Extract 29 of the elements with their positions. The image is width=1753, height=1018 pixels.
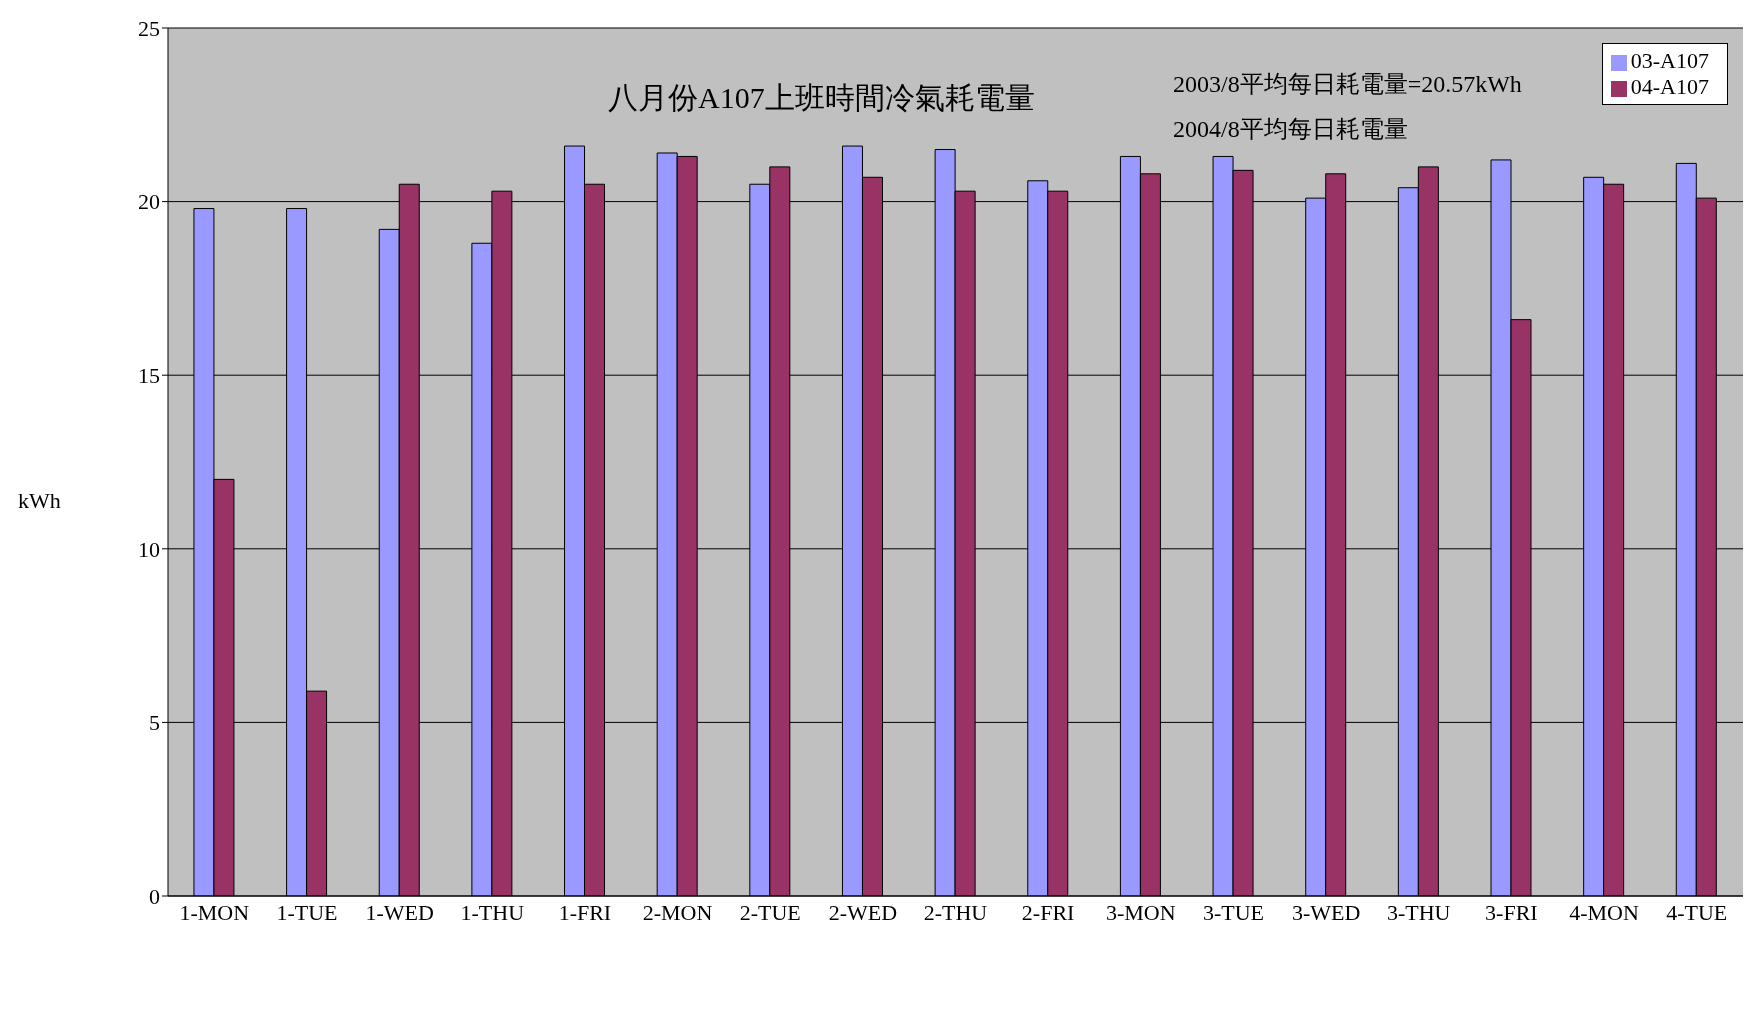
x-tick-label: 3-THU <box>1386 899 1451 925</box>
x-tick-label: 2-TUE <box>739 899 801 925</box>
x-tick-label: 1-TUE <box>276 899 338 925</box>
y-axis-title: kWh <box>18 488 61 514</box>
x-tick-label: 4-MON <box>1569 899 1639 925</box>
y-tick-label: 25 <box>138 15 160 41</box>
legend-label: 03-A107 <box>1630 48 1709 73</box>
y-tick-label: 15 <box>138 363 160 389</box>
annotation: 2003/8平均每日耗電量=20.57kWh <box>1173 70 1522 99</box>
x-tick-label: 3-TUE <box>1202 899 1264 925</box>
y-tick-label: 0 <box>149 883 160 909</box>
annotation: 2004/8平均每日耗電量 <box>1173 115 1408 144</box>
y-tick-label: 5 <box>149 710 160 736</box>
legend-label: 04-A107 <box>1630 74 1709 99</box>
x-tick-label: 2-FRI <box>1021 899 1075 925</box>
x-tick-label: 1-THU <box>460 899 525 925</box>
y-tick-label: 20 <box>138 189 160 215</box>
x-tick-label: 4-TUE <box>1666 899 1728 925</box>
x-tick-label: 1-WED <box>365 899 434 925</box>
y-tick-label: 10 <box>138 536 160 562</box>
x-tick-label: 1-FRI <box>558 899 612 925</box>
text: 八月份A107上班時間冷氣耗電量 <box>608 80 1035 116</box>
x-tick-label: 2-THU <box>923 899 988 925</box>
x-tick-label: 2-WED <box>828 899 898 925</box>
x-tick-label: 2-MON <box>642 899 713 925</box>
x-tick-label: 3-MON <box>1105 899 1176 925</box>
x-tick-label: 3-WED <box>1291 899 1361 925</box>
x-tick-label: 3-FRI <box>1485 899 1538 925</box>
x-tick-label: 1-MON <box>179 899 250 925</box>
